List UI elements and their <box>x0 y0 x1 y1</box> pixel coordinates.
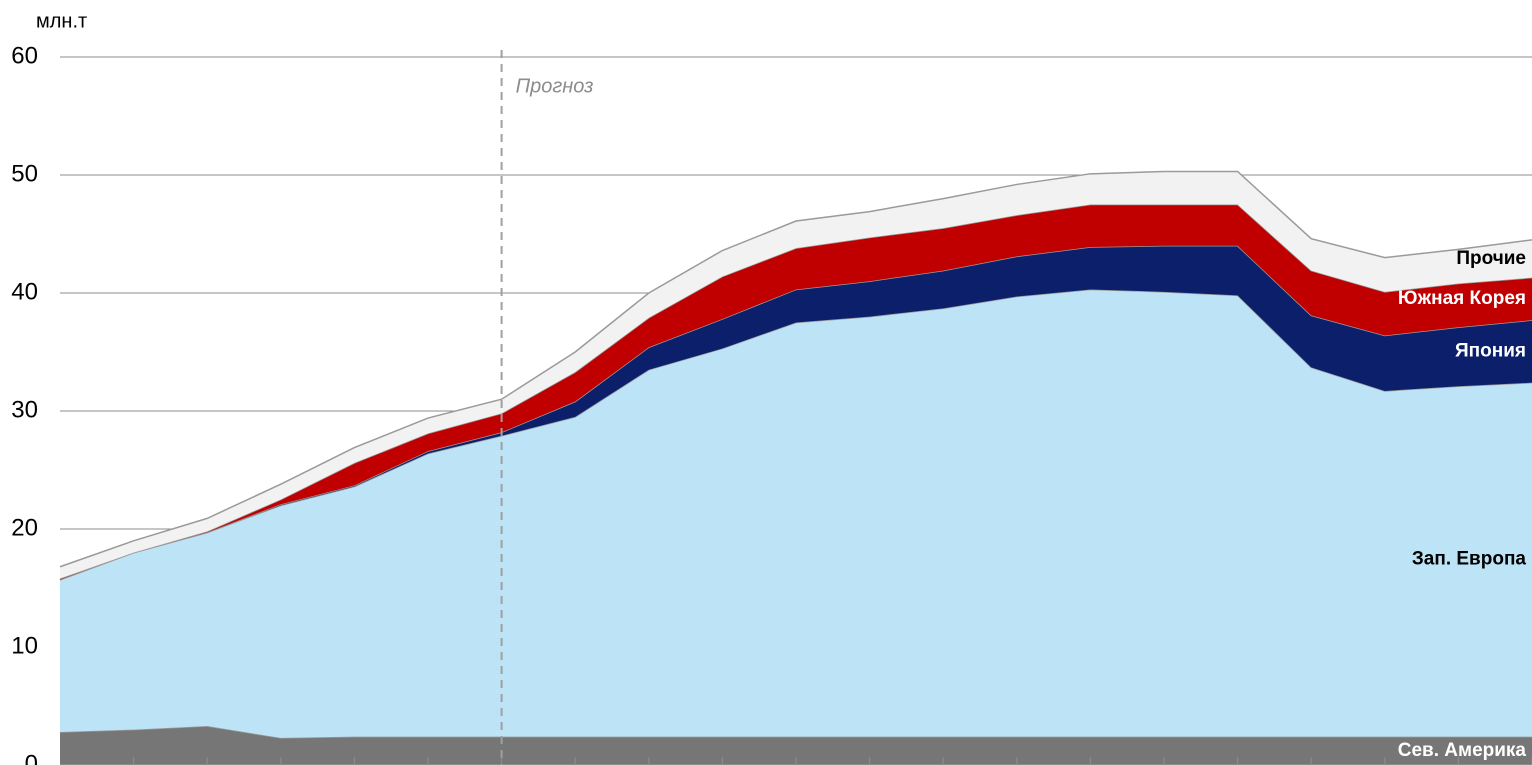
annotation: Прогноз <box>516 75 594 97</box>
y-tick-label: 30 <box>11 396 38 423</box>
series-label: Сев. Америка <box>1398 740 1527 761</box>
series-label: Зап. Европа <box>1412 549 1527 570</box>
area <box>60 204 1532 580</box>
y-tick-label: 60 <box>11 42 38 69</box>
area <box>60 726 1532 765</box>
y-tick-label: 10 <box>11 632 38 659</box>
area <box>60 245 1532 580</box>
area <box>60 289 1532 738</box>
y-tick-label: 20 <box>11 514 38 541</box>
series-label: Южная Корея <box>1398 288 1526 309</box>
series-label: Япония <box>1455 340 1526 361</box>
y-tick-label: 0 <box>25 750 38 765</box>
y-axis-label: млн.т <box>36 10 87 32</box>
series-label: Прочие <box>1456 248 1526 269</box>
area-edge <box>59 170 1532 568</box>
y-tick-label: 40 <box>11 278 38 305</box>
y-tick-label: 50 <box>11 160 38 187</box>
